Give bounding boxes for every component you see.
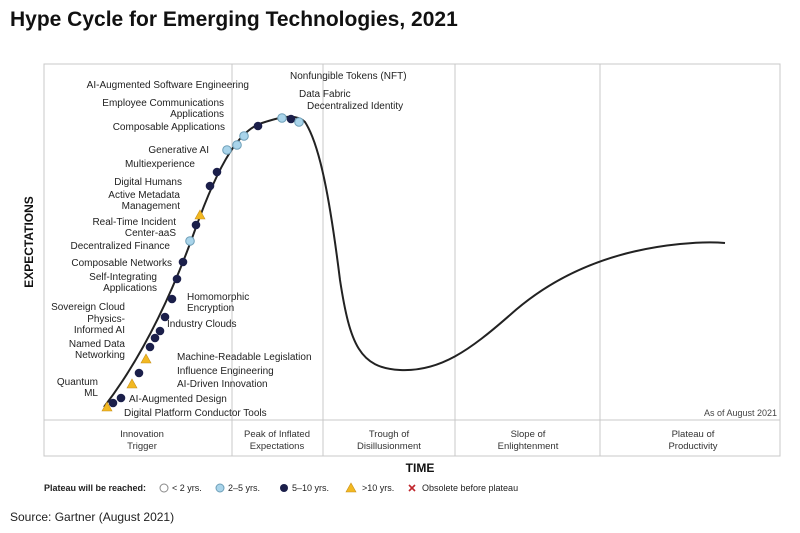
tech-label-employee-communications-applications: Employee Communications Applications <box>102 98 224 120</box>
tech-label-active-metadata-management: Active Metadata Management <box>108 190 180 212</box>
tech-marker-physics-informed-ai <box>155 326 165 336</box>
tech-marker-decentralized-finance <box>185 236 195 246</box>
tech-label-nonfungible-tokens-nft: Nonfungible Tokens (NFT) <box>290 71 407 82</box>
legend-gt10-marker <box>345 482 357 493</box>
phase-bar <box>43 419 781 457</box>
legend-5to10-label: 5–10 yrs. <box>292 483 329 493</box>
tech-label-homomorphic-encryption: Homomorphic Encryption <box>187 292 249 314</box>
source-note: Source: Gartner (August 2021) <box>10 510 175 524</box>
tech-marker-nonfungible-tokens-nft <box>277 113 287 123</box>
phase-slope-line1: Slope of <box>511 429 546 440</box>
tech-label-composable-networks: Composable Networks <box>71 258 172 269</box>
tech-marker-generative-ai <box>222 145 232 155</box>
tech-label-digital-humans: Digital Humans <box>114 177 182 188</box>
page-title: Hype Cycle for Emerging Technologies, 20… <box>10 8 458 31</box>
tech-label-machine-readable-legislation: Machine-Readable Legislation <box>177 352 312 363</box>
tech-marker-data-fabric <box>286 114 296 124</box>
phase-dividers <box>231 64 601 456</box>
legend-2to5-label: 2–5 yrs. <box>228 483 260 493</box>
tech-label-decentralized-finance: Decentralized Finance <box>71 241 171 252</box>
tech-marker-sovereign-cloud <box>160 312 170 322</box>
tech-label-data-fabric: Data Fabric <box>299 89 351 100</box>
phase-peak-line2: Expectations <box>250 441 305 452</box>
tech-marker-composable-applications <box>232 140 242 150</box>
as-of-note: As of August 2021 <box>704 408 777 418</box>
tech-marker-digital-humans <box>205 181 215 191</box>
legend-lt2-label: < 2 yrs. <box>172 483 202 493</box>
phase-peak-line1: Peak of Inflated <box>244 429 310 440</box>
tech-label-real-time-incident-center-aas: Real-Time Incident Center-aaS <box>92 217 176 239</box>
tech-marker-ai-augmented-design <box>108 398 118 408</box>
tech-marker-industry-clouds <box>150 333 160 343</box>
tech-label-named-data-networking: Named Data Networking <box>69 339 126 361</box>
hype-curve <box>103 115 726 408</box>
tech-label-digital-platform-conductor-tools: Digital Platform Conductor Tools <box>124 408 267 419</box>
phase-innovation-trigger-line1: Innovation <box>120 429 164 440</box>
tech-label-ai-augmented-design: AI-Augmented Design <box>129 394 227 405</box>
tech-marker-multiexperience <box>212 167 222 177</box>
tech-label-industry-clouds: Industry Clouds <box>167 319 236 330</box>
legend: Plateau will be reached: < 2 yrs. 2–5 yr… <box>44 482 518 493</box>
tech-label-physics-informed-ai: Physics-Informed AI <box>74 314 125 336</box>
x-axis-label: TIME <box>406 461 435 475</box>
tech-label-composable-applications: Composable Applications <box>113 122 225 133</box>
legend-lt2-marker <box>159 483 169 493</box>
tech-marker-influence-engineering <box>134 368 144 378</box>
tech-label-generative-ai: Generative AI <box>148 145 209 156</box>
tech-label-ai-augmented-software-engineering: AI-Augmented Software Engineering <box>87 80 249 91</box>
tech-label-multiexperience: Multiexperience <box>125 159 195 170</box>
legend-2to5-marker <box>215 483 225 493</box>
tech-marker-machine-readable-legislation <box>140 353 152 364</box>
legend-obsolete-label: Obsolete before plateau <box>422 483 518 493</box>
legend-gt10-label: >10 yrs. <box>362 483 394 493</box>
tech-marker-active-metadata-management <box>194 209 206 220</box>
phase-trough-line1: Trough of <box>369 429 410 440</box>
legend-obsolete-marker <box>408 484 416 492</box>
tech-label-influence-engineering: Influence Engineering <box>177 366 274 377</box>
y-axis-label: EXPECTATIONS <box>22 196 36 288</box>
tech-marker-decentralized-identity <box>294 117 304 127</box>
legend-5to10-marker <box>280 484 288 492</box>
tech-label-quantum-ml: Quantum ML <box>57 377 99 399</box>
tech-marker-composable-networks <box>178 257 188 267</box>
tech-marker-homomorphic-encryption <box>167 294 177 304</box>
tech-marker-ai-augmented-software-engineering <box>253 121 263 131</box>
phase-slope-line2: Enlightenment <box>498 441 559 452</box>
phase-plateau-line1: Plateau of <box>672 429 715 440</box>
phase-trough-line2: Disillusionment <box>357 441 421 452</box>
tech-marker-digital-platform-conductor-tools <box>101 401 113 412</box>
tech-marker-real-time-incident-center-aas <box>191 220 201 230</box>
tech-marker-named-data-networking <box>145 342 155 352</box>
phase-plateau-line2: Productivity <box>668 441 717 452</box>
legend-title: Plateau will be reached: <box>44 483 146 493</box>
tech-marker-ai-driven-innovation <box>126 378 138 389</box>
tech-label-ai-driven-innovation: AI-Driven Innovation <box>177 379 268 390</box>
phase-innovation-trigger-line2: Trigger <box>127 441 157 452</box>
tech-marker-self-integrating-applications <box>172 274 182 284</box>
tech-marker-quantum-ml <box>116 393 126 403</box>
tech-label-self-integrating-applications: Self-Integrating Applications <box>89 272 157 294</box>
tech-label-decentralized-identity: Decentralized Identity <box>307 101 403 112</box>
tech-label-sovereign-cloud: Sovereign Cloud <box>51 302 125 313</box>
tech-marker-employee-communications-applications <box>239 131 249 141</box>
